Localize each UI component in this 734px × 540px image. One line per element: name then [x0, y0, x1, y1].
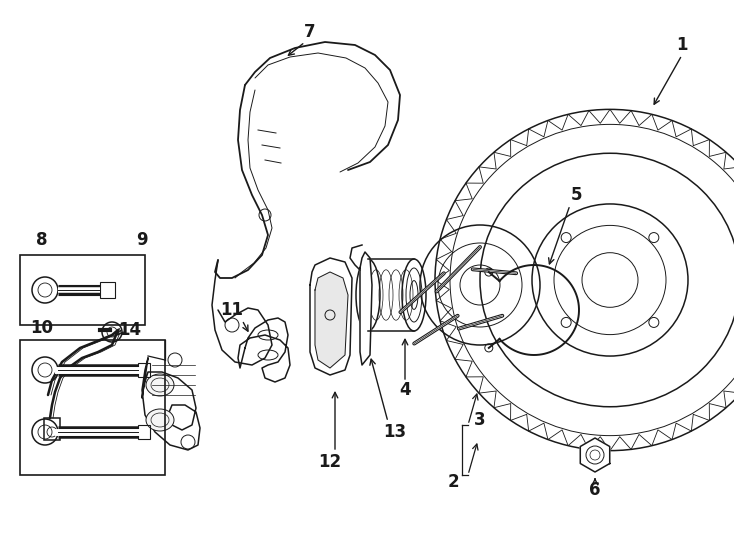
- Text: 3: 3: [474, 411, 486, 429]
- Text: 2: 2: [447, 473, 459, 491]
- Text: 7: 7: [304, 23, 316, 41]
- Text: 6: 6: [589, 481, 600, 499]
- Polygon shape: [142, 358, 200, 450]
- Ellipse shape: [146, 374, 174, 396]
- Text: 8: 8: [36, 231, 48, 249]
- Bar: [138, 363, 150, 377]
- Bar: [20, 255, 145, 325]
- Text: 10: 10: [31, 319, 54, 337]
- Text: 11: 11: [220, 301, 244, 319]
- Text: 4: 4: [399, 381, 411, 399]
- Text: 14: 14: [118, 321, 142, 339]
- Text: 1: 1: [676, 36, 688, 54]
- Text: 13: 13: [383, 423, 407, 441]
- Bar: [44, 418, 60, 440]
- Text: 9: 9: [137, 231, 148, 249]
- Text: 12: 12: [319, 453, 341, 471]
- Polygon shape: [315, 272, 348, 368]
- Polygon shape: [238, 318, 290, 382]
- Bar: [100, 282, 115, 298]
- Polygon shape: [310, 258, 352, 375]
- Ellipse shape: [146, 409, 174, 431]
- Bar: [138, 425, 150, 439]
- Text: 5: 5: [570, 186, 582, 204]
- Bar: [20, 340, 165, 475]
- Polygon shape: [581, 438, 610, 472]
- Polygon shape: [360, 252, 372, 365]
